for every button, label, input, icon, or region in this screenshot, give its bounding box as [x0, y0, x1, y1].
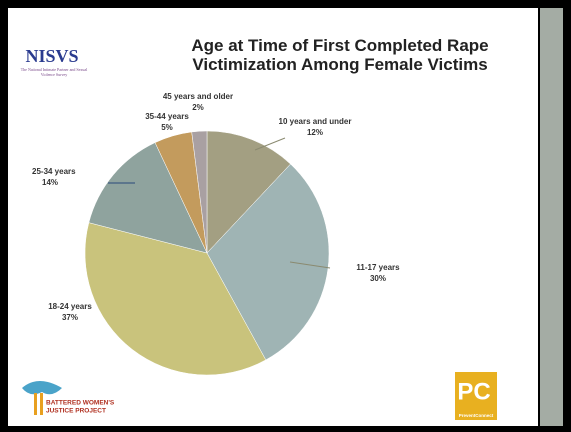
bwjp-icon: [22, 381, 62, 395]
slice-value: 37%: [62, 313, 78, 322]
chart-title: Age at Time of First Completed Rape Vict…: [191, 36, 489, 74]
bwjp-text: JUSTICE PROJECT: [46, 408, 106, 415]
bwjp-text: BATTERED WOMEN'S: [46, 400, 115, 407]
nisvs-logo: NISVS: [25, 46, 78, 66]
slice-value: 2%: [192, 103, 204, 112]
slice-value: 14%: [42, 178, 58, 187]
nisvs-sub: The National Intimate Partner and Sexual…: [20, 67, 88, 77]
pc-logo: [455, 372, 497, 420]
slice-label: 11-17 years: [356, 263, 400, 272]
slice-label: 25-34 years: [32, 167, 76, 176]
slice-value: 30%: [370, 274, 386, 283]
leader-line: [289, 261, 331, 269]
slice-label: 18-24 years: [48, 302, 92, 311]
pie-slice: [88, 142, 208, 254]
slice-label: 35-44 years: [145, 112, 189, 121]
pie-slice: [206, 130, 291, 254]
slice-label: 45 years and older: [163, 92, 233, 101]
pie-slice: [191, 130, 208, 254]
slice-value: 5%: [161, 123, 173, 132]
bwjp-icon: [40, 393, 43, 415]
bwjp-icon: [34, 393, 37, 415]
pie-slice: [84, 222, 267, 376]
pc-logo-text: PC: [457, 378, 490, 405]
slice-label: 10 years and under: [279, 117, 352, 126]
nisvs-sub-box: The National Intimate Partner and Sexual…: [20, 67, 88, 77]
pie-slice: [206, 163, 330, 361]
leader-line: [254, 137, 286, 151]
title-box: Age at Time of First Completed Rape Vict…: [191, 36, 489, 74]
side-panel: [540, 8, 563, 426]
slice-value: 12%: [307, 128, 323, 137]
pc-sub: PreventConnect: [459, 413, 494, 418]
